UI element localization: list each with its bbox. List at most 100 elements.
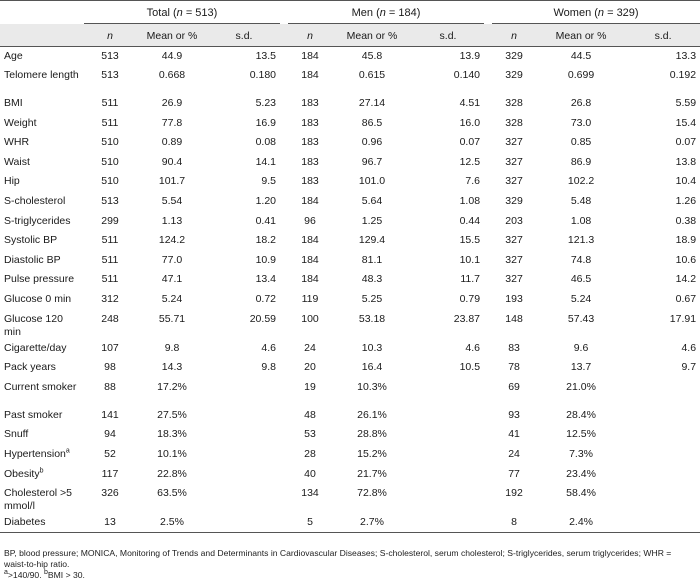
col-header-sd: s.d. xyxy=(208,23,280,47)
total-n-cell: 13 xyxy=(84,513,136,534)
total-sd-cell xyxy=(208,484,280,513)
total-mean-cell: 63.5% xyxy=(157,487,187,500)
women-n-cell: 41 xyxy=(508,428,520,441)
men-sd-cell: 23.87 xyxy=(453,312,481,325)
women-n-cell: 329 xyxy=(505,195,523,208)
women-sd-cell: 9.7 xyxy=(681,361,697,374)
women-sd-cell: 14.2 xyxy=(675,273,697,286)
table-row: WHR 510 0.89 0.08 183 0.96 0.07 327 0.85 0.07 xyxy=(0,133,700,153)
col-header-mean: Mean or % xyxy=(332,23,412,47)
row-label: Snuff xyxy=(4,428,29,441)
women-sd-cell: 4.6 xyxy=(681,341,697,354)
total-n-cell: 88 xyxy=(104,380,116,393)
group-header-women: Women (n = 329) xyxy=(492,0,700,24)
women-mean-cell: 23.4% xyxy=(566,467,596,480)
women-mean-cell: 1.08 xyxy=(570,214,592,227)
men-n-cell: 183 xyxy=(301,155,319,168)
men-n-cell: 96 xyxy=(304,214,316,227)
men-sd-cell: 7.6 xyxy=(465,175,481,188)
row-label: Cholesterol >5 mmol/l xyxy=(4,487,72,513)
men-n-cell: 183 xyxy=(301,175,319,188)
stub-header xyxy=(0,1,84,24)
women-mean-cell: 57.43 xyxy=(567,312,595,325)
total-sd-cell xyxy=(208,425,280,445)
table-row: Cigarette/day 107 9.8 4.6 24 10.3 4.6 83 9.6 4.6 xyxy=(0,339,700,359)
row-label: Cigarette/day xyxy=(4,341,67,354)
table-row: S-cholesterol 513 5.54 1.20 184 5.64 1.08 329 5.… xyxy=(0,192,700,212)
women-sd-cell: 0.67 xyxy=(675,293,697,306)
men-sd-cell: 0.44 xyxy=(459,214,481,227)
total-mean-cell: 1.13 xyxy=(161,214,183,227)
total-sd-cell xyxy=(208,378,280,406)
women-mean-cell: 73.0 xyxy=(570,116,592,129)
women-n-cell: 328 xyxy=(505,97,523,110)
table-row: BMI 511 26.9 5.23 183 27.14 4.51 328 26.8 5.59 xyxy=(0,94,700,114)
col-header-n: n xyxy=(288,23,332,47)
men-n-cell: 24 xyxy=(304,341,316,354)
men-mean-cell: 5.64 xyxy=(361,195,383,208)
women-mean-cell: 0.699 xyxy=(567,69,595,82)
total-mean-cell: 0.668 xyxy=(158,69,186,82)
women-mean-cell: 58.4% xyxy=(566,487,596,500)
men-sd-cell xyxy=(412,484,484,513)
women-sd-cell: 18.9 xyxy=(675,234,697,247)
women-n-cell: 78 xyxy=(508,361,520,374)
men-mean-cell: 26.1% xyxy=(357,408,387,421)
total-sd-cell: 18.2 xyxy=(255,234,276,247)
data-table: Total (n = 513) Men (n = 184) Women (n =… xyxy=(0,0,700,534)
men-sd-cell: 16.0 xyxy=(459,116,481,129)
total-mean-cell: 26.9 xyxy=(161,97,183,110)
men-n-cell: 100 xyxy=(301,312,319,325)
row-label: WHR xyxy=(4,136,30,149)
total-n-cell: 117 xyxy=(101,467,119,480)
women-mean-cell: 13.7 xyxy=(570,361,592,374)
row-label: BMI xyxy=(4,97,23,110)
women-mean-cell: 2.4% xyxy=(536,513,627,534)
total-n-cell: 94 xyxy=(104,428,116,441)
table-row: Waist 510 90.4 14.1 183 96.7 12.5 327 86.9 13.8 xyxy=(0,153,700,173)
men-n-cell: 53 xyxy=(304,428,316,441)
table-row: Age 513 44.9 13.5 184 45.8 13.9 329 44.5 13.3 xyxy=(0,47,700,67)
women-n-cell: 69 xyxy=(508,380,520,393)
row-label: S-triglycerides xyxy=(4,214,71,227)
total-sd-cell: 9.8 xyxy=(261,361,276,374)
women-sd-cell: 0.07 xyxy=(675,136,697,149)
men-sd-cell xyxy=(412,425,484,445)
men-n-cell: 184 xyxy=(301,50,319,62)
total-mean-cell: 77.0 xyxy=(161,253,183,266)
total-mean-cell: 55.71 xyxy=(158,312,186,325)
total-n-cell: 513 xyxy=(101,50,119,62)
men-mean-cell: 1.25 xyxy=(361,214,383,227)
total-sd-cell: 13.5 xyxy=(255,50,276,62)
total-sd-cell: 0.180 xyxy=(249,69,276,82)
table-row: Past smoker 141 27.5% 48 26.1% 93 28.4% xyxy=(0,406,700,426)
men-sd-cell: 12.5 xyxy=(459,155,481,168)
total-n-cell: 510 xyxy=(101,136,119,149)
row-label: Pulse pressure xyxy=(4,273,75,286)
women-n-cell: 148 xyxy=(505,312,523,325)
men-n-cell: 184 xyxy=(301,195,319,208)
total-mean-cell: 22.8% xyxy=(157,467,187,480)
total-sd-cell xyxy=(208,465,280,485)
row-label: Glucose 120 min xyxy=(4,312,63,338)
table-row: Current smoker 88 17.2% 19 10.3% 69 21.0% xyxy=(0,378,700,406)
women-n-cell: 192 xyxy=(505,487,523,500)
men-sd-cell xyxy=(412,378,484,406)
total-mean-cell: 77.8 xyxy=(161,116,183,129)
women-sd-cell: 0.192 xyxy=(669,69,697,82)
total-n-cell: 299 xyxy=(101,214,119,227)
table-row: Glucose 120 min 248 55.71 20.59 100 53.18 23.8… xyxy=(0,310,700,339)
table-row: Hypertensiona 52 10.1% 28 15.2% 24 7.3% xyxy=(0,445,700,465)
men-n-cell: 19 xyxy=(304,380,316,393)
women-mean-cell: 44.5 xyxy=(570,50,592,62)
col-header-sd: s.d. xyxy=(626,23,700,47)
row-label: Systolic BP xyxy=(4,234,58,247)
men-mean-cell: 45.8 xyxy=(361,50,383,62)
row-label: Past smoker xyxy=(4,408,63,421)
men-n-cell: 40 xyxy=(304,467,316,480)
women-n-cell: 329 xyxy=(505,50,523,62)
total-mean-cell: 44.9 xyxy=(161,50,183,62)
men-n-cell: 28 xyxy=(304,448,316,460)
row-label: Glucose 0 min xyxy=(4,293,72,306)
men-sd-cell xyxy=(412,465,484,485)
